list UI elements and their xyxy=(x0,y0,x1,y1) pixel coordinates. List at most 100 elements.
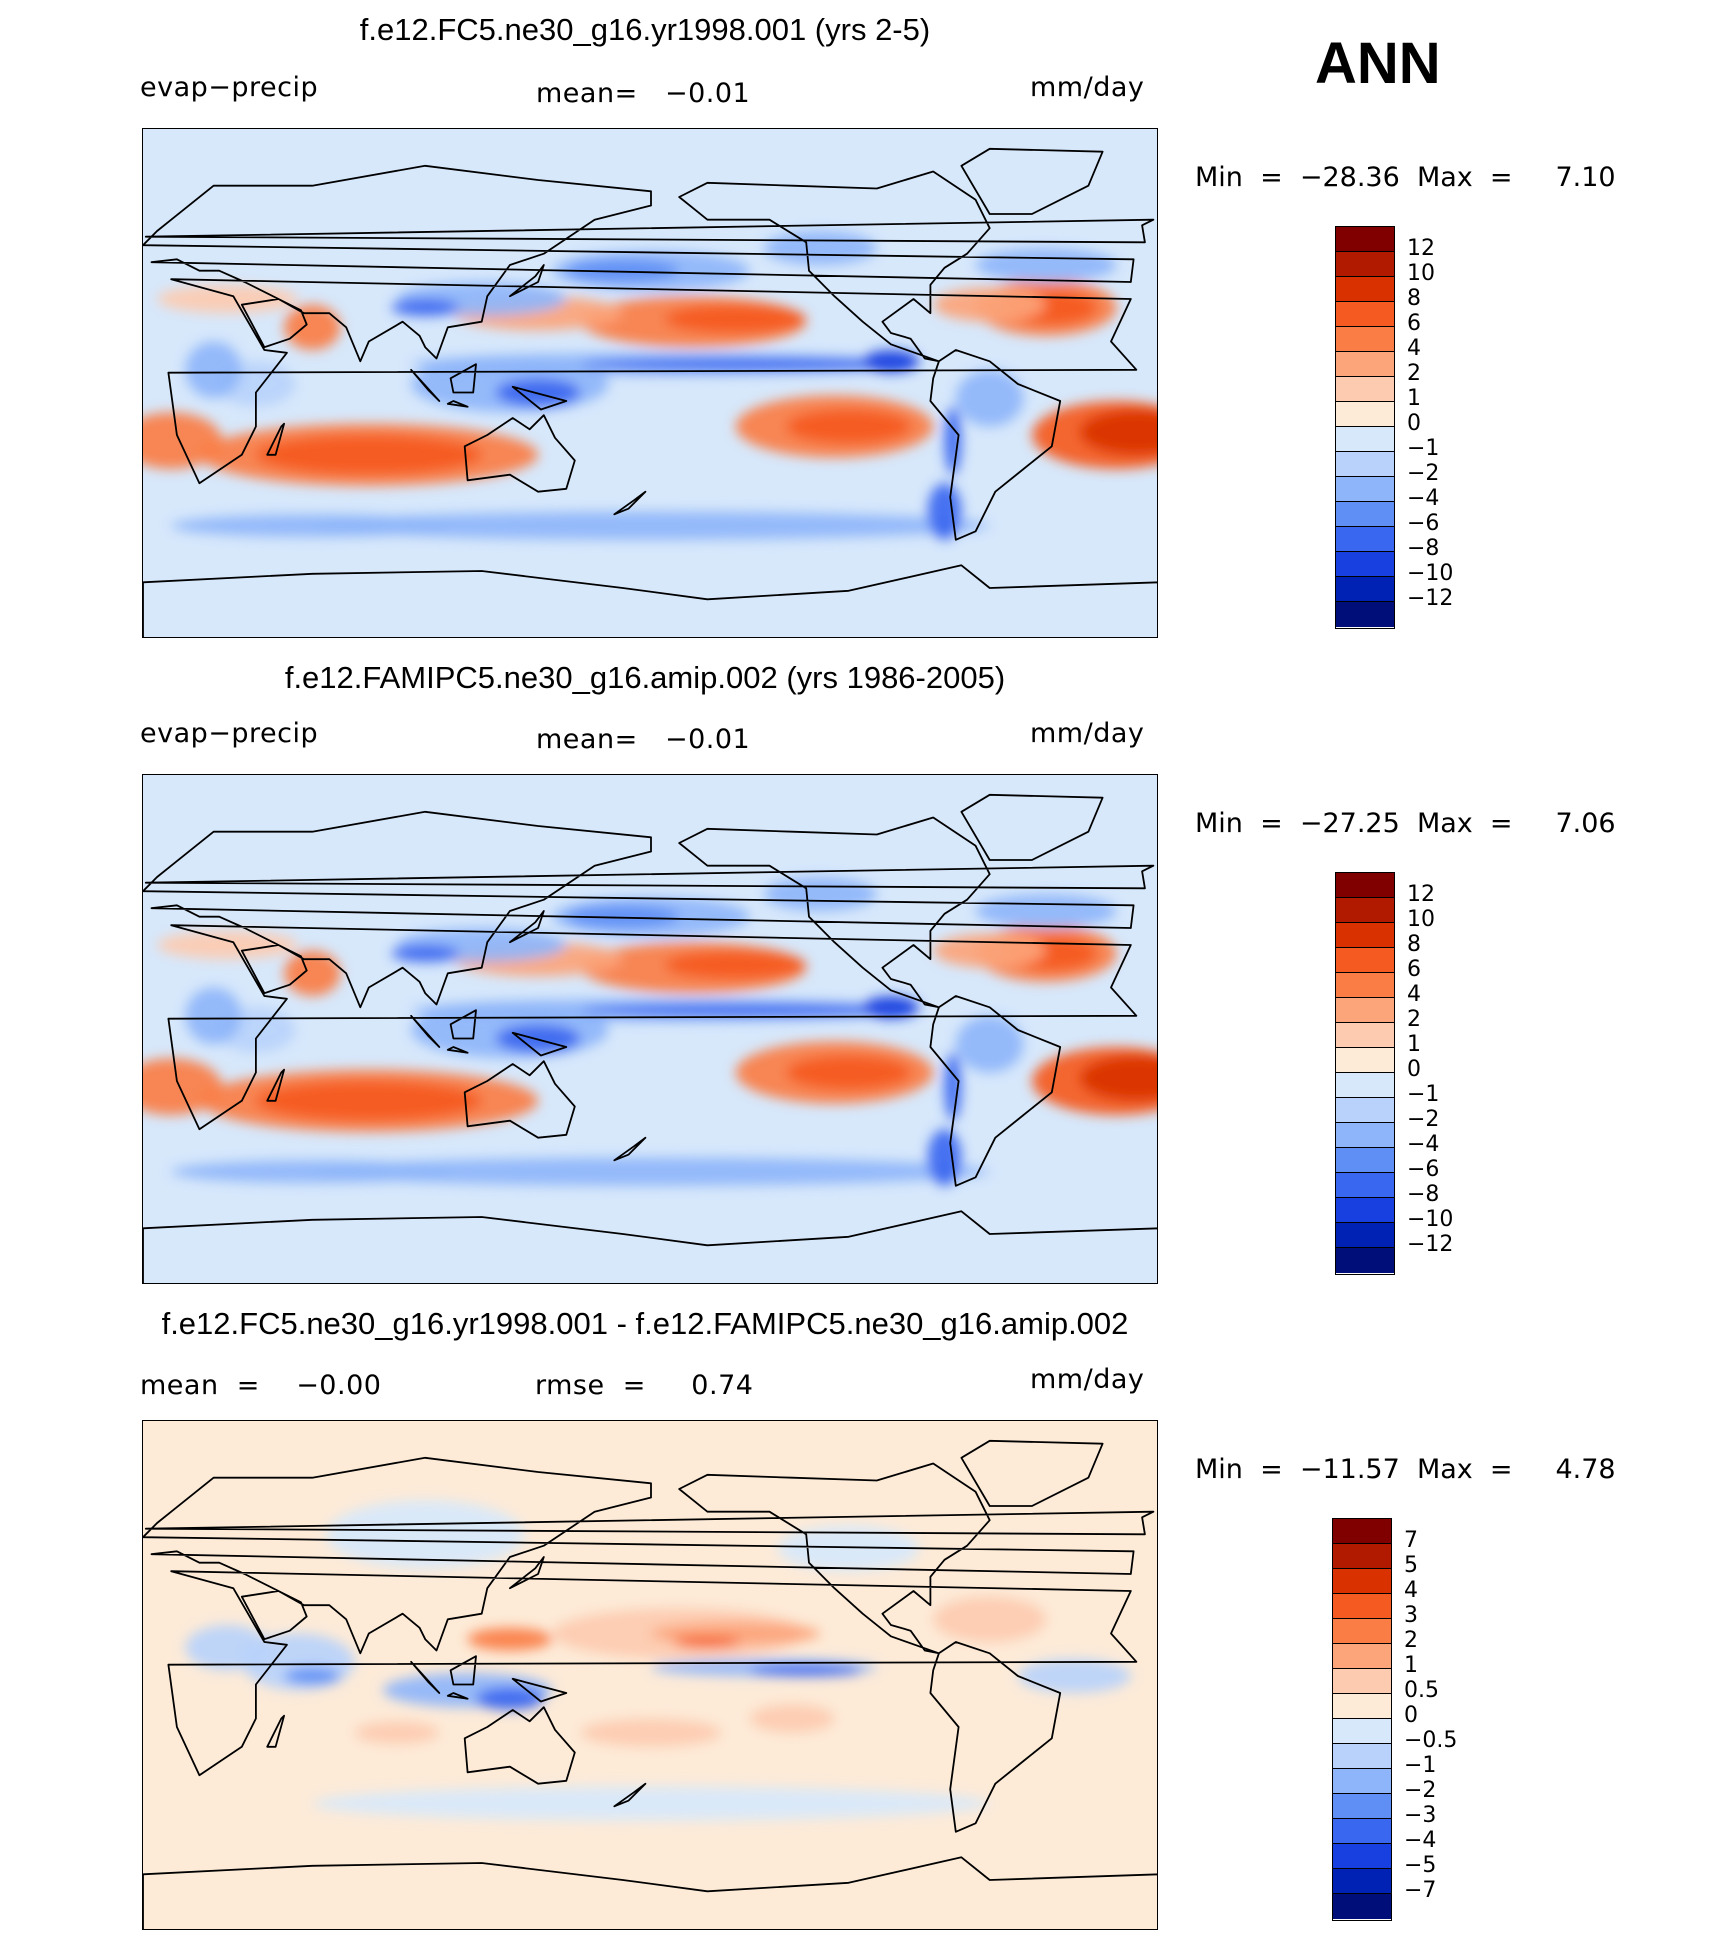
colorbar-swatch xyxy=(1333,1744,1391,1769)
panel-2-variable-label: evap−precip xyxy=(140,718,319,749)
field-contour-region xyxy=(185,341,242,399)
colorbar-tick-label: 6 xyxy=(1407,310,1421,336)
panel-3-map xyxy=(142,1420,1158,1930)
field-contour-region xyxy=(185,987,242,1045)
field-contour-region xyxy=(862,350,920,373)
colorbar-swatch xyxy=(1333,1869,1391,1894)
colorbar-tick-label: −6 xyxy=(1407,1156,1440,1182)
field-contour-region xyxy=(944,1052,962,1121)
colorbar-tick-label: 10 xyxy=(1407,260,1435,286)
field-contour-region xyxy=(495,378,581,407)
field-contour-region xyxy=(143,412,223,469)
colorbar-tick-label: 4 xyxy=(1404,1577,1418,1603)
field-contour-region xyxy=(312,1157,990,1186)
panel-1-minmax: Min = −28.36 Max = 7.10 xyxy=(1195,162,1616,193)
field-contour-region xyxy=(749,1664,863,1676)
colorbar-swatch xyxy=(1336,427,1394,452)
field-contour-region xyxy=(580,1718,722,1747)
field-contour-region xyxy=(763,231,877,265)
colorbar-swatch xyxy=(1333,1894,1391,1919)
colorbar-tick-label: 10 xyxy=(1407,906,1435,932)
colorbar-tick-label: −1 xyxy=(1407,1081,1440,1107)
colorbar-swatch xyxy=(1336,898,1394,923)
colorbar-swatch xyxy=(1336,452,1394,477)
field-contour-region xyxy=(312,1786,990,1821)
colorbar-swatch xyxy=(1333,1844,1391,1869)
field-contour-region xyxy=(665,950,807,979)
colorbar-swatch xyxy=(1333,1644,1391,1669)
colorbar-tick-label: 2 xyxy=(1407,360,1421,386)
colorbar-swatch xyxy=(1336,227,1394,252)
colorbar-swatch xyxy=(1336,998,1394,1023)
colorbar-swatch xyxy=(1336,1198,1394,1223)
panel-3-rmse-label: rmse = 0.74 xyxy=(535,1370,754,1401)
colorbar-tick-label: −10 xyxy=(1407,560,1454,586)
field-contour-region xyxy=(185,1625,270,1671)
field-contour-region xyxy=(749,1704,835,1733)
panel-2-units-label: mm/day xyxy=(1030,718,1145,749)
field-contour-region xyxy=(665,304,807,333)
colorbar-tick-label: −2 xyxy=(1404,1777,1437,1803)
panel-2-minmax: Min = −27.25 Max = 7.06 xyxy=(1195,808,1616,839)
field-contour-region xyxy=(171,1160,454,1183)
field-contour-region xyxy=(255,435,482,475)
colorbar-tick-label: 8 xyxy=(1407,285,1421,311)
field-contour-region xyxy=(955,369,1024,427)
panel-1-title: f.e12.FC5.ne30_g16.yr1998.001 (yrs 2-5) xyxy=(359,12,931,47)
colorbar-swatch xyxy=(1333,1619,1391,1644)
colorbar-tick-label: 2 xyxy=(1404,1627,1418,1653)
field-contour-region xyxy=(955,1015,1024,1073)
field-contour-region xyxy=(927,1129,962,1186)
colorbar-tick-label: 1 xyxy=(1407,1031,1421,1057)
colorbar-tick-label: −6 xyxy=(1407,510,1440,536)
colorbar-tick-label: −4 xyxy=(1407,1131,1440,1157)
field-contour-region xyxy=(944,406,962,475)
field-contour-region xyxy=(284,950,341,996)
colorbar-swatch xyxy=(1333,1569,1391,1594)
colorbar-swatch xyxy=(1333,1719,1391,1744)
field-contour-region xyxy=(284,1667,341,1685)
colorbar-tick-label: −8 xyxy=(1407,535,1440,561)
colorbar-tick-label: 0 xyxy=(1407,410,1421,436)
colorbar-swatch xyxy=(1336,302,1394,327)
colorbar-tick-label: −2 xyxy=(1407,1106,1440,1132)
colorbar-swatch xyxy=(1336,502,1394,527)
colorbar-swatch xyxy=(1336,327,1394,352)
colorbar-tick-label: −4 xyxy=(1404,1827,1437,1853)
colorbar-tick-label: 12 xyxy=(1407,235,1435,261)
field-contour-region xyxy=(255,1081,482,1121)
panel-1-variable-label: evap−precip xyxy=(140,72,319,103)
field-contour-region xyxy=(975,894,1117,928)
field-contour-region xyxy=(495,1024,581,1053)
colorbar-swatch xyxy=(1336,1248,1394,1273)
field-contour-region xyxy=(933,1596,1047,1642)
panel-2-colorbar xyxy=(1335,872,1395,1275)
panel-3-mean-label: mean = −0.00 xyxy=(140,1370,382,1401)
colorbar-tick-label: −2 xyxy=(1407,460,1440,486)
colorbar-swatch xyxy=(1336,1223,1394,1248)
colorbar-swatch xyxy=(1336,1098,1394,1123)
colorbar-tick-label: 0 xyxy=(1407,1056,1421,1082)
colorbar-swatch xyxy=(1333,1544,1391,1569)
panel-1-colorbar xyxy=(1335,226,1395,629)
panel-1-map xyxy=(142,128,1158,638)
colorbar-swatch xyxy=(1336,1123,1394,1148)
field-contour-region xyxy=(927,483,962,540)
colorbar-tick-label: 0.5 xyxy=(1404,1677,1439,1703)
colorbar-tick-label: 4 xyxy=(1407,335,1421,361)
field-contour-region xyxy=(862,996,920,1019)
colorbar-tick-label: −3 xyxy=(1404,1802,1437,1828)
map-field xyxy=(143,1421,1157,1929)
field-contour-region xyxy=(566,259,680,282)
colorbar-tick-label: 6 xyxy=(1407,956,1421,982)
colorbar-swatch xyxy=(1336,352,1394,377)
panel-2-title: f.e12.FAMIPC5.ne30_g16.amip.002 (yrs 198… xyxy=(284,660,1006,695)
field-contour-region xyxy=(476,1687,544,1710)
colorbar-swatch xyxy=(1333,1594,1391,1619)
panel-2-mean-label: mean= −0.01 xyxy=(536,724,751,755)
field-contour-region xyxy=(975,248,1117,282)
field-contour-region xyxy=(467,1627,553,1651)
colorbar-swatch xyxy=(1336,277,1394,302)
colorbar-tick-label: −1 xyxy=(1407,435,1440,461)
colorbar-swatch xyxy=(1336,377,1394,402)
